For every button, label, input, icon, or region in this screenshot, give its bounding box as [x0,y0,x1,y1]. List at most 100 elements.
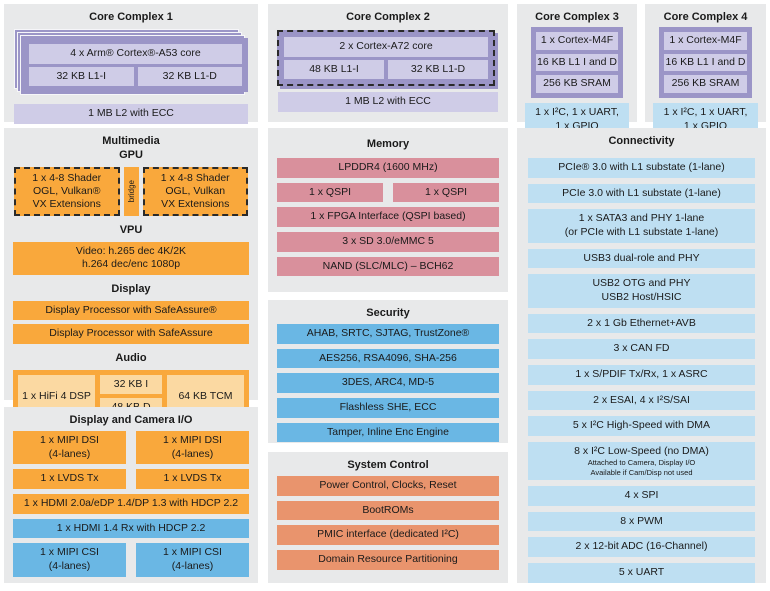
multimedia-body: GPU 1 x 4-8 Shader OGL, Vulkan® VX Exten… [4,148,258,430]
vpu-line: Video: h.265 dec 4K/2K [75,244,187,257]
l1i-cache-box: 32 KB L1-I [29,66,134,87]
a53-core-box: 4 x Arm® Cortex®-A53 core [29,44,242,64]
gpu-row: 1 x 4-8 Shader OGL, Vulkan® VX Extension… [14,166,248,217]
vpu-box: Video: h.265 dec 4K/2K h.264 dec/enc 108… [13,241,249,276]
connectivity-row-adc: 2 x 12-bit ADC (16-Channel) [528,537,755,558]
security-title: Security [366,307,410,319]
l1-cache-row: 32 KB L1-I 32 KB L1-D [29,66,242,87]
fpga-interface-box: 1 x FPGA Interface (QSPI based) [277,207,499,228]
connectivity-row-spi: 4 x SPI [528,486,755,506]
display-processor-box: Display Processor with SafeAssure [13,324,249,344]
l1i-cache-box: 48 KB L1-I [284,59,384,80]
vpu-heading: VPU [119,224,143,237]
security-body: AHAB, SRTC, SJTAG, TrustZone® AES256, RS… [268,324,508,450]
connectivity-row-esai: 2 x ESAI, 4 x I²S/SAI [528,390,755,411]
hdmi-rx-box: 1 x HDMI 1.4 Rx with HDCP 2.2 [13,518,249,539]
connectivity-row-pcie-2: PCIe 3.0 with L1 substate (1-lane) [528,183,755,204]
a72-core-card: 2 x Cortex-A72 core 48 KB L1-I 32 KB L1-… [277,30,495,87]
core-complex-1-panel: Core Complex 1 4 x Arm® Cortex®-A53 core… [4,4,258,124]
core-complex-3-panel: Core Complex 3 1 x Cortex-M4F 16 KB L1 I… [517,4,637,137]
connectivity-row-uart: 5 x UART [528,563,755,583]
mipi-dsi-row: 1 x MIPI DSI (4-lanes) 1 x MIPI DSI (4-l… [13,431,249,465]
a72-core-box: 2 x Cortex-A72 core [284,37,488,57]
mipi-csi-line: (4-lanes) [171,559,214,572]
gpu-line: VX Extensions [32,197,101,210]
lvds-tx-box: 1 x LVDS Tx [136,469,249,490]
gpu-line: OGL, Vulkan® [33,184,101,197]
core-complex-3-title: Core Complex 3 [535,11,619,23]
security-row: 3DES, ARC4, MD-5 [277,373,499,394]
audio-icache-box: 32 KB I [100,374,162,394]
gpu-shader-right-box: 1 x 4-8 Shader OGL, Vulkan VX Extensions [142,166,248,217]
security-row: AES256, RSA4096, SHA-256 [277,348,499,369]
security-row: AHAB, SRTC, SJTAG, TrustZone® [277,324,499,344]
core-complex-1-title: Core Complex 1 [89,11,173,23]
mipi-csi-line: 1 x MIPI CSI [40,546,99,559]
m4f-io-line: 1 x I²C, 1 x UART, [535,106,619,119]
connectivity-row-pwm: 8 x PWM [528,511,755,532]
display-processor-box: Display Processor with SafeAssure® [13,300,249,321]
connectivity-row-i2c-hs: 5 x I²C High-Speed with DMA [528,416,755,436]
gpu-line: OGL, Vulkan [165,184,226,197]
gpu-line: VX Extensions [161,197,230,210]
core-complex-2-title: Core Complex 2 [346,11,430,23]
qspi-box: 1 x QSPI [277,182,383,203]
core-complex-3-body: 1 x Cortex-M4F 16 KB L1 I and D 256 KB S… [517,27,637,142]
memory-title: Memory [366,138,410,150]
security-panel: Security AHAB, SRTC, SJTAG, TrustZone® A… [268,300,508,443]
connectivity-row-pcie-1: PCIe® 3.0 with L1 substate (1-lane) [528,158,755,178]
system-control-row: Domain Resource Partitioning [277,550,499,570]
system-control-row: PMIC interface (dedicated I²C) [277,525,499,546]
connectivity-panel: Connectivity PCIe® 3.0 with L1 substate … [517,128,766,583]
security-row: Flashless SHE, ECC [277,398,499,418]
connectivity-row-ethernet: 2 x 1 Gb Ethernet+AVB [528,313,755,334]
mipi-dsi-line: 1 x MIPI DSI [163,434,222,447]
connectivity-row-canfd: 3 x CAN FD [528,339,755,359]
mipi-csi-row: 1 x MIPI CSI (4-lanes) 1 x MIPI CSI (4-l… [13,543,249,577]
connectivity-row-sata: 1 x SATA3 and PHY 1-lane (or PCIe with L… [528,209,755,243]
m4f-core-box: 1 x Cortex-M4F [536,32,618,50]
memory-body: LPDDR4 (1600 MHz) 1 x QSPI 1 x QSPI 1 x … [268,158,508,284]
mipi-csi-line: 1 x MIPI CSI [163,546,222,559]
connectivity-row-spdif: 1 x S/PDIF Tx/Rx, 1 x ASRC [528,364,755,385]
system-control-body: Power Control, Clocks, Reset BootROMs PM… [268,476,508,578]
display-camera-io-title: Display and Camera I/O [69,414,193,426]
mipi-csi-line: (4-lanes) [48,559,91,572]
audio-heading: Audio [115,351,147,364]
l1-cache-box: 16 KB L1 I and D [664,53,747,72]
qspi-row: 1 x QSPI 1 x QSPI [277,182,499,203]
mipi-dsi-line: 1 x MIPI DSI [40,434,99,447]
connectivity-row-usb3: USB3 dual-role and PHY [528,248,755,269]
nand-box: NAND (SLC/MLC) – BCH62 [277,256,499,277]
connectivity-line: 8 x I²C Low-Speed (no DMA) [574,444,709,457]
sd-emmc-box: 3 x SD 3.0/eMMC 5 [277,232,499,252]
qspi-box: 1 x QSPI [393,182,499,203]
lvds-row: 1 x LVDS Tx 1 x LVDS Tx [13,469,249,490]
connectivity-line: USB2 Host/HSIC [601,290,682,303]
system-control-panel: System Control Power Control, Clocks, Re… [268,452,508,583]
connectivity-title: Connectivity [608,135,675,147]
gpu-bridge-label: bridge [126,180,136,203]
connectivity-line: USB2 OTG and PHY [592,277,691,290]
system-control-row: BootROMs [277,500,499,521]
display-camera-io-body: 1 x MIPI DSI (4-lanes) 1 x MIPI DSI (4-l… [4,431,258,584]
memory-panel: Memory LPDDR4 (1600 MHz) 1 x QSPI 1 x QS… [268,128,508,292]
cpu-card-stack: 4 x Arm® Cortex®-A53 core 32 KB L1-I 32 … [14,29,248,98]
display-camera-io-panel: Display and Camera I/O 1 x MIPI DSI (4-l… [4,407,258,583]
a53-core-card: 4 x Arm® Cortex®-A53 core 32 KB L1-I 32 … [23,38,248,93]
multimedia-title: Multimedia [102,135,160,147]
mipi-csi-box: 1 x MIPI CSI (4-lanes) [13,543,126,577]
sram-box: 256 KB SRAM [664,75,747,94]
system-control-row: Power Control, Clocks, Reset [277,476,499,496]
core-complex-2-panel: Core Complex 2 2 x Cortex-A72 core 48 KB… [268,4,508,122]
mipi-dsi-line: (4-lanes) [171,447,214,460]
core-complex-4-body: 1 x Cortex-M4F 16 KB L1 I and D 256 KB S… [645,27,766,142]
connectivity-row-i2c-ls: 8 x I²C Low-Speed (no DMA) Attached to C… [528,441,755,481]
gpu-shader-left-box: 1 x 4-8 Shader OGL, Vulkan® VX Extension… [14,166,120,217]
connectivity-line: (or PCIe with L1 substate 1-lane) [564,226,719,239]
mipi-dsi-box: 1 x MIPI DSI (4-lanes) [136,431,249,465]
connectivity-body: PCIe® 3.0 with L1 substate (1-lane) PCIe… [517,158,766,591]
mipi-dsi-line: (4-lanes) [48,447,91,460]
display-heading: Display [111,283,151,296]
